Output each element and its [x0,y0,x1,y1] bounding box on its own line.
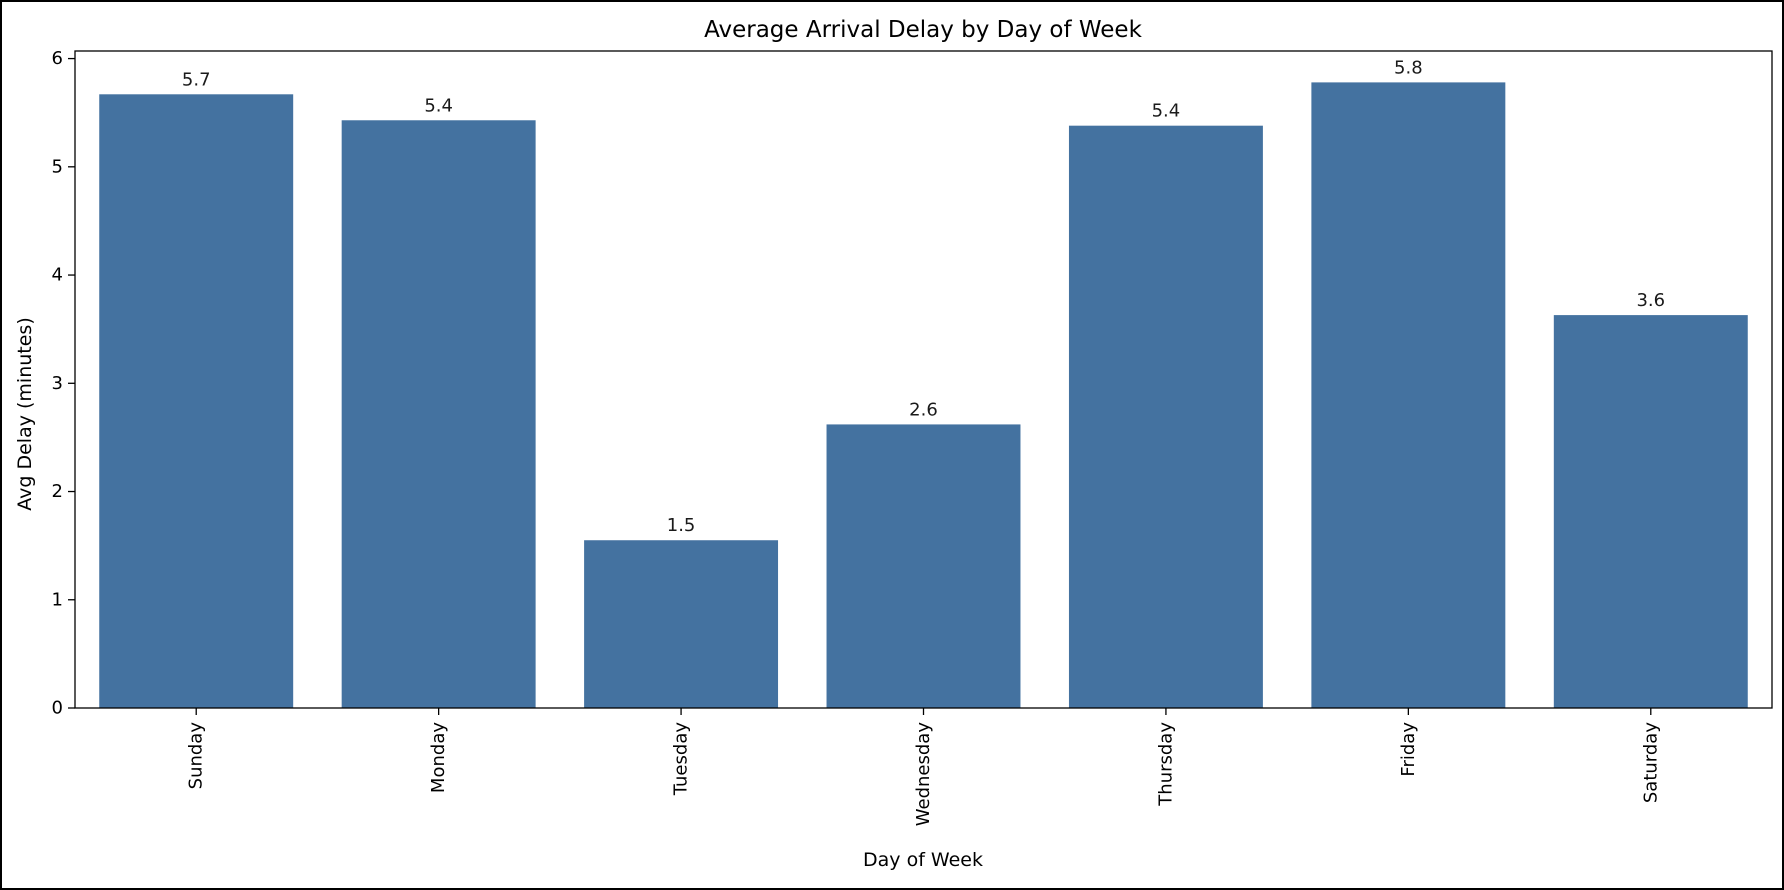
x-tick-label-sunday: Sunday [186,722,207,790]
x-tick-label-thursday: Thursday [1155,722,1176,807]
x-tick-label-friday: Friday [1398,722,1419,777]
x-tick-label-wednesday: Wednesday [913,722,934,827]
y-tick-label: 0 [52,698,63,719]
data-label-tuesday: 1.5 [667,515,696,536]
chart-title: Average Arrival Delay by Day of Week [704,17,1142,43]
x-tick-label-tuesday: Tuesday [671,722,692,797]
data-label-sunday: 5.7 [182,69,211,90]
y-tick-label: 3 [52,373,63,394]
bars [99,82,1748,708]
x-axis-ticks: Sunday Monday Tuesday Wednesday Thursday Frid… [186,708,1661,827]
data-label-monday: 5.4 [424,95,453,116]
plot-area-frame [74,50,1773,709]
data-label-wednesday: 2.6 [909,399,938,420]
y-tick-label: 6 [52,48,63,69]
data-label-thursday: 5.4 [1152,101,1181,122]
bar-wednesday [826,424,1021,708]
x-axis-label: Day of Week [863,849,983,871]
bar-thursday [1068,125,1263,708]
y-tick-label: 5 [52,156,63,177]
y-axis-label: Avg Delay (minutes) [14,317,36,511]
y-tick-label: 1 [52,589,63,610]
y-tick-label: 4 [52,265,63,286]
data-label-friday: 5.8 [1394,57,1423,78]
data-label-saturday: 3.6 [1636,290,1665,311]
x-tick-label-saturday: Saturday [1640,722,1661,803]
bar-sunday [99,94,294,708]
y-axis-ticks: 0 1 2 3 4 5 6 [52,48,75,719]
bar-monday [341,120,536,708]
y-tick-label: 2 [52,481,63,502]
bar-friday [1311,82,1506,708]
bar-saturday [1553,315,1748,708]
x-tick-label-monday: Monday [428,722,449,793]
data-labels: 5.7 5.4 1.5 2.6 5.4 5.8 3.6 [182,57,1665,536]
bar-tuesday [584,540,779,708]
